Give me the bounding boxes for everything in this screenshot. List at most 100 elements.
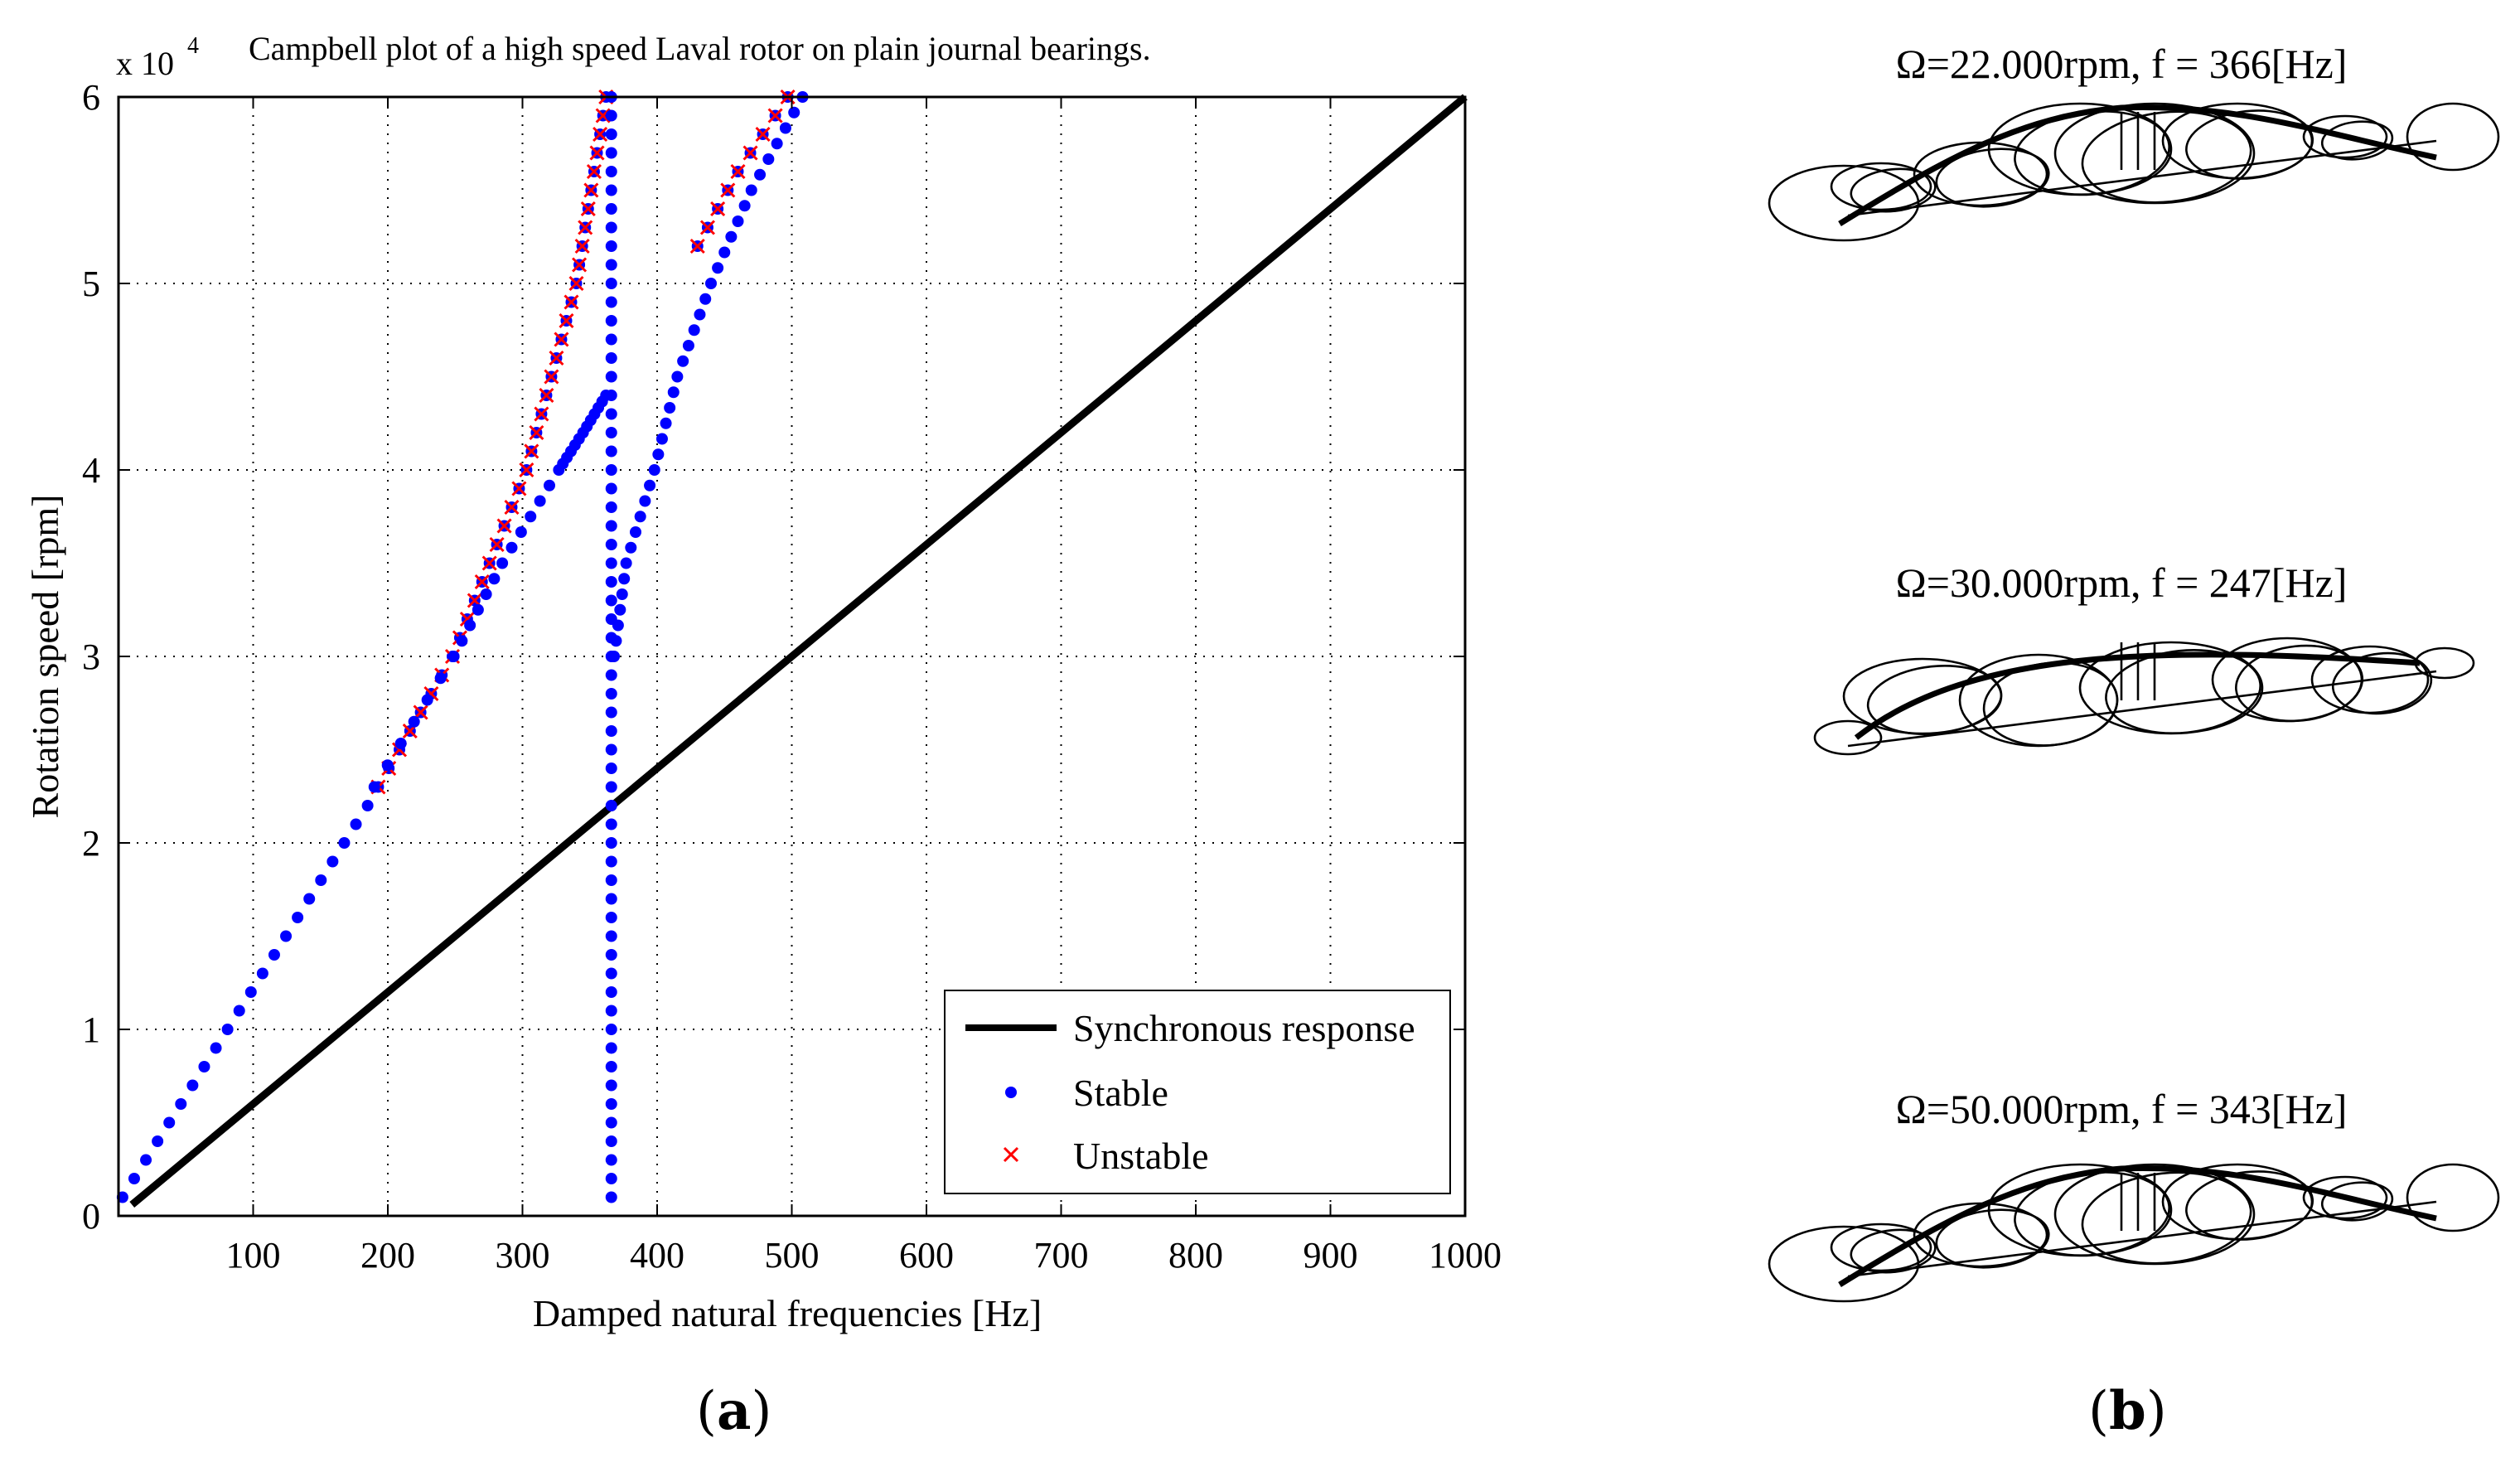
- unstable-point: [568, 275, 584, 292]
- unstable-point: [563, 294, 579, 310]
- stable-point: [605, 184, 617, 196]
- stable-point: [605, 557, 617, 569]
- unstable-point: [511, 481, 527, 496]
- stable-point: [605, 315, 617, 327]
- stable-point: [655, 433, 668, 445]
- stable-point: [612, 619, 624, 632]
- legend-box: [944, 990, 1451, 1194]
- x-tick-label: 100: [226, 1235, 281, 1276]
- orbit-ellipse: [1850, 1228, 1937, 1274]
- unstable-point: [710, 201, 726, 217]
- stable-point: [338, 837, 351, 849]
- x-axis-label: Damped natural frequencies [Hz]: [533, 1292, 1042, 1334]
- legend-marker-unstable: [1003, 1146, 1019, 1163]
- stable-point: [712, 262, 724, 274]
- stable-point: [605, 203, 617, 215]
- orbit-ellipse: [2081, 110, 2252, 204]
- unstable-point: [689, 238, 705, 254]
- stable-point: [505, 541, 518, 554]
- stable-point: [292, 912, 304, 923]
- stable-point: [605, 370, 617, 383]
- stable-point: [534, 495, 546, 507]
- bearing-orbit-left: [1768, 1225, 1920, 1303]
- y-multiplier: x 10 4: [116, 33, 199, 82]
- stable-point: [350, 818, 362, 830]
- mode-2-shape: [1813, 637, 2475, 756]
- stable-point: [671, 370, 684, 383]
- stable-point: [605, 781, 617, 793]
- stable-point: [605, 967, 617, 980]
- stable-point: [605, 482, 617, 495]
- stable-point: [175, 1098, 187, 1110]
- stable-point: [198, 1061, 210, 1072]
- synchronous-response-line: [129, 94, 1468, 1208]
- stable-point: [605, 576, 617, 588]
- stable-point: [464, 619, 476, 632]
- unstable-point: [572, 257, 588, 273]
- stable-point: [605, 800, 617, 811]
- stable-point: [699, 293, 712, 305]
- stable-point: [605, 837, 617, 849]
- unstable-point: [544, 369, 559, 385]
- mode-2-label: Ω=30.000rpm, f = 247[Hz]: [1896, 559, 2348, 606]
- orbit-ellipse: [2302, 1175, 2388, 1220]
- stable-point: [639, 495, 651, 507]
- stable-point: [488, 573, 501, 585]
- stable-point: [315, 874, 327, 886]
- stable-point: [605, 893, 617, 905]
- orbit-ellipse: [2105, 649, 2261, 734]
- stable-point: [605, 1061, 617, 1072]
- stable-point: [447, 651, 460, 662]
- unstable-point: [529, 424, 544, 441]
- stable-point: [745, 184, 757, 196]
- stable-point: [605, 1135, 617, 1147]
- series-layer: [116, 89, 1468, 1208]
- unstable-point: [534, 406, 549, 422]
- stable-point: [140, 1154, 152, 1166]
- x-tick-label: 1000: [1429, 1235, 1502, 1276]
- stable-point: [381, 759, 394, 772]
- stable-point: [614, 603, 626, 616]
- unstable-point: [524, 443, 539, 459]
- chart-title: Campbell plot of a high speed Laval roto…: [249, 30, 1151, 67]
- legend-label-stable: Stable: [1073, 1072, 1168, 1114]
- unstable-point: [755, 126, 771, 143]
- stable-point: [605, 128, 617, 140]
- y-tick-label: 1: [82, 1009, 100, 1050]
- stable-point: [630, 526, 641, 538]
- stable-point: [472, 603, 484, 616]
- stable-point: [779, 122, 791, 134]
- panel-label-a: (a): [696, 1380, 772, 1442]
- stable-point: [605, 259, 617, 271]
- x-tick-label: 800: [1168, 1235, 1223, 1276]
- bearing-orbit-right: [2406, 1163, 2500, 1232]
- stable-point: [682, 340, 694, 351]
- stable-point: [544, 479, 555, 491]
- orbit-ellipse: [2235, 644, 2364, 723]
- stable-point: [605, 743, 617, 756]
- stable-point: [605, 874, 617, 886]
- stable-point: [280, 930, 293, 942]
- stable-point: [762, 153, 775, 165]
- stable-point: [233, 1005, 245, 1017]
- unstable-point: [742, 145, 758, 161]
- legend: Synchronous response Stable Unstable: [944, 990, 1451, 1194]
- stable-point: [605, 501, 617, 513]
- orbit-ellipse: [2331, 651, 2433, 715]
- stable-point: [688, 324, 700, 336]
- stable-point: [605, 427, 617, 438]
- stable-point: [408, 715, 420, 728]
- orbit-ellipse: [2320, 120, 2394, 161]
- stable-point: [605, 930, 617, 942]
- x-tick-label: 300: [496, 1235, 550, 1276]
- unstable-point: [583, 182, 599, 198]
- orbit-ellipse: [2081, 1171, 2252, 1265]
- stable-point: [718, 246, 731, 259]
- stable-point: [620, 557, 632, 569]
- stable-point: [605, 1098, 617, 1110]
- ticks: [119, 96, 1466, 1217]
- unstable-point: [519, 462, 534, 478]
- stable-point: [268, 949, 280, 961]
- orbit-ellipse: [1866, 665, 2003, 735]
- stable-point: [605, 1116, 617, 1129]
